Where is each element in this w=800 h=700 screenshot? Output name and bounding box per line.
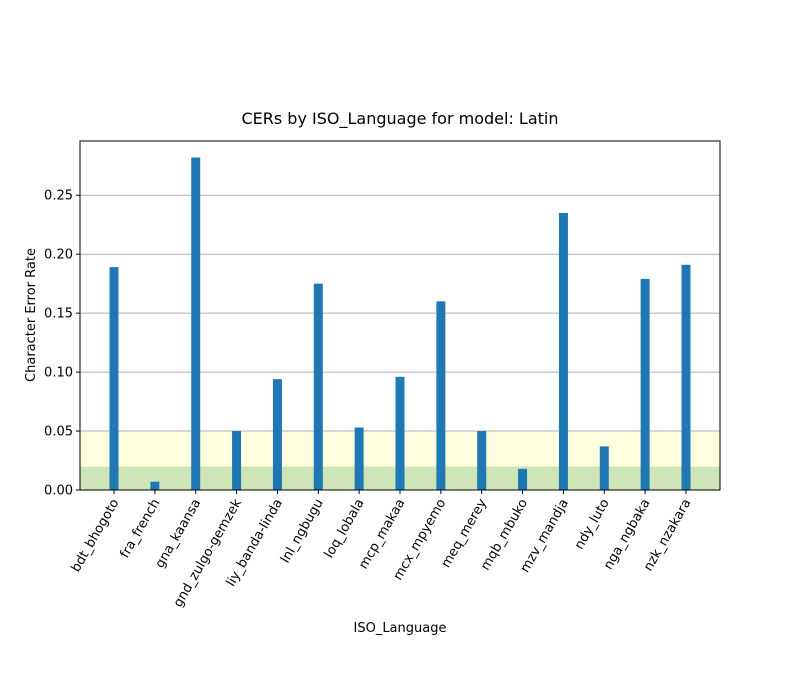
bar-liy_banda-linda	[272, 379, 282, 490]
x-tick-label: lnl_ngbugu	[278, 497, 327, 566]
x-axis-label: ISO_Language	[354, 621, 447, 636]
x-tick-label: fra_french	[118, 497, 164, 561]
plot-frame	[79, 140, 721, 491]
bar-gnd_zulgo-gemzek	[232, 431, 242, 490]
y-tick-label: 0.05	[44, 425, 73, 440]
bar-mcp_makaa	[395, 376, 405, 490]
bar-mcx_mpyemo	[436, 301, 446, 490]
bar-bdt_bhogoto	[109, 267, 119, 490]
bar-fra_french	[150, 481, 160, 490]
y-tick-label: 0.00	[44, 484, 73, 499]
plot-area: 0.00 0.05 0.10 0.15 0.20 0.25 bdt_bhogotofra_f…	[44, 140, 721, 610]
y-tick-label: 0.20	[44, 248, 73, 263]
bar-ndy_luto	[599, 446, 609, 490]
y-tick-label: 0.15	[44, 307, 73, 322]
chart-title: CERs by ISO_Language for model: Latin	[241, 109, 558, 129]
y-axis-label: Character Error Rate	[24, 248, 39, 382]
bar-lnl_ngbugu	[313, 283, 323, 490]
x-tick-label: ndy_luto	[572, 496, 613, 552]
y-tick-label: 0.25	[44, 189, 73, 204]
bar-loq_lobala	[354, 427, 364, 490]
x-tick-label: loq_lobala	[322, 497, 368, 561]
bar-nzk_nzakara	[681, 264, 691, 490]
bar-mqb_mbuko	[518, 468, 528, 490]
bar-mzv_mandja	[558, 212, 568, 490]
bar-nga_ngbaka	[640, 278, 650, 490]
y-tick-label: 0.10	[44, 366, 73, 381]
x-tick-label: bdt_bhogoto	[69, 496, 123, 574]
bar-gna_kaansa	[191, 157, 201, 490]
bar-meq_merey	[477, 431, 487, 490]
